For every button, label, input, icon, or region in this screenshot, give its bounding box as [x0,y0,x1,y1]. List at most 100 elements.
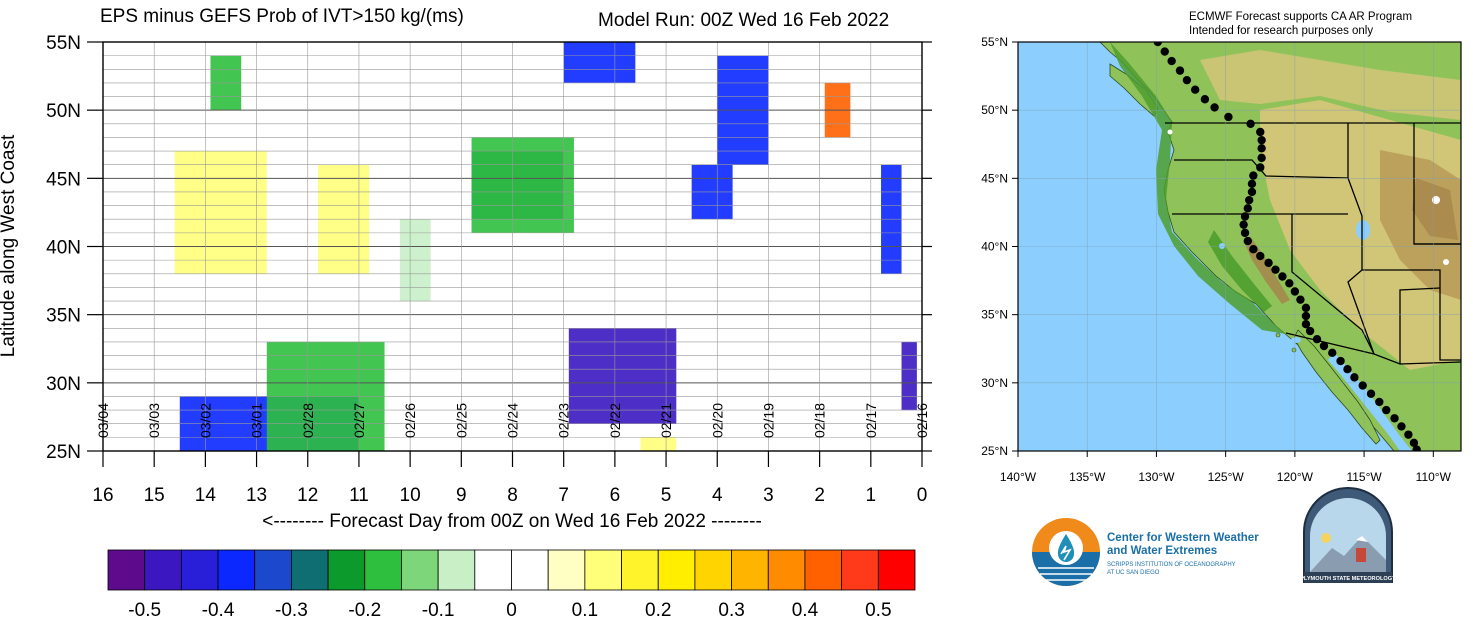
coast-dot [1256,127,1265,137]
coast-dot [1397,422,1406,431]
coast-dot [1382,405,1391,415]
west-coast-map: 55°N50°N45°N40°N35°N30°N25°N 140°W 135°W 1… [981,35,1462,586]
coast-dot [1409,438,1419,448]
coast-dot [1301,311,1311,321]
colorbar-swatch [731,549,769,591]
map-lat-label: 25°N [981,444,1008,458]
date-label: 02/21 [658,403,674,438]
coast-dot [1210,103,1219,112]
y-tick-label: 30N [46,374,81,395]
map-header-line1: ECMWF Forecast supports CA AR Program [1189,11,1413,23]
colorbar-swatch [767,549,806,591]
y-tick-label: 50N [46,101,81,122]
colorbar-swatch [841,549,879,591]
coast-dot [1240,212,1250,221]
coast-dot [1224,112,1233,122]
map-lat-labels: 55°N 50°N 45°N 40°N 35°N 30°N 25°N [981,35,1018,458]
coast-dot [1343,365,1352,374]
colorbar-label: -0.2 [348,600,381,621]
date-label: 02/17 [863,403,879,438]
date-label: 02/24 [505,403,521,438]
coast-dot [1243,204,1253,213]
coast-dot [1249,245,1258,254]
colorbar-swatch [144,549,182,591]
colorbar-label: 0.5 [865,600,891,621]
y-tick-label: 45N [46,169,81,190]
x-tick-label: 8 [507,485,518,506]
y-tick-label: 25N [46,442,81,463]
coast-dot [1301,320,1311,329]
heatmap-region [640,437,677,451]
cw3e-name-line4: AT UC SAN DIEGO [1107,570,1160,576]
colorbar-label: -0.5 [128,600,161,621]
x-tick-label: 6 [610,485,621,506]
coast-dot [1153,42,1163,47]
map-lat-label: 45°N [981,171,1008,185]
x-tick-label: 0 [917,485,928,506]
colorbar-swatch [291,549,329,591]
coast-dot [1328,348,1337,358]
date-labels: 03/04 03/03 03/02 03/01 02/28 02/27 02/26 02/25… [95,403,930,438]
y-axis-label: Latitude along West Coast [0,134,19,357]
date-label: 02/20 [709,403,725,438]
coast-dot [1412,445,1421,451]
x-tick-label: 13 [246,485,267,506]
coast-dot [1246,119,1255,128]
colorbar-swatch [694,549,732,591]
date-label: 02/16 [914,403,930,438]
cw3e-name-line1: Center for Western Weather [1107,532,1259,544]
colorbar-swatch [254,549,292,591]
date-label: 03/02 [197,403,213,438]
x-tick-label: 3 [763,485,774,506]
coast-dot [1256,163,1265,172]
coast-dot [1244,195,1254,205]
coast-dot [1257,144,1266,153]
date-label: 02/28 [300,403,316,438]
colorbar-swatch [180,549,219,591]
map-graticule [1018,42,1461,451]
colorbar-swatch [621,549,659,591]
x-axis: 16 15 14 13 12 11 10 9 8 7 6 5 4 3 2 1 0 [92,451,927,506]
x-tick-label: 12 [297,485,318,506]
date-label: 03/03 [146,403,162,438]
colorbar-swatch [364,549,402,591]
coast-dot [1285,279,1294,288]
x-tick-label: 5 [661,485,672,506]
sun-icon [1321,533,1331,543]
x-tick-label: 15 [144,485,165,506]
date-label: 02/19 [760,403,776,438]
coast-dot [1404,430,1413,439]
x-tick-label: 1 [866,485,877,506]
x-tick-label: 11 [349,485,369,506]
y-axis: 55N 50N 45N 40N 35N 30N 25N [46,33,932,463]
plymouth-label: PLYMOUTH STATE METEOROLOGY [1300,576,1396,582]
colorbar-swatch [804,549,843,591]
y-tick-label: 40N [46,238,81,259]
map-lon-label: 115°W [1346,470,1382,484]
x-tick-label: 7 [558,485,569,506]
y-tick-label: 55N [46,33,81,54]
chart-subtitle: Model Run: 00Z Wed 16 Feb 2022 [598,10,890,31]
map-lon-label: 125°W [1208,470,1245,484]
coast-dot [1200,95,1210,104]
colorbar-swatch [547,549,586,591]
map-lat-label: 35°N [981,308,1008,322]
heatmap-region [471,137,574,233]
plymouth-state-logo [1303,487,1393,583]
coast-dot [1247,187,1257,197]
colorbar-swatch [217,549,256,591]
coast-dot [1336,356,1345,366]
heatmap-region [563,42,636,83]
coast-dot [1366,389,1376,398]
coast-dot [1257,135,1266,145]
coast-dot [1264,258,1273,268]
heatmap-grid [103,42,922,451]
coast-dot [1271,265,1280,274]
coast-dot [1390,414,1399,423]
coast-dot [1191,85,1200,94]
map-lat-label: 55°N [981,35,1008,49]
date-label: 03/01 [249,403,265,438]
coast-dot [1301,303,1311,313]
coast-dot [1375,397,1384,407]
colorbar-swatch [107,549,146,591]
